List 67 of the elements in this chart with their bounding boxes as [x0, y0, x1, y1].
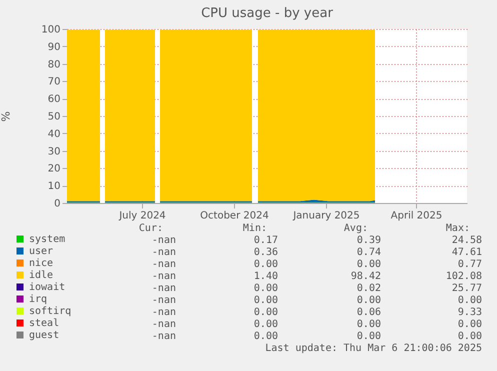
text: -nan	[152, 247, 176, 258]
x-tick-label: July 2024	[118, 210, 166, 222]
y-tick-label: 10	[48, 181, 60, 192]
text: 0.39	[356, 235, 381, 246]
legend-label: idle	[29, 270, 54, 281]
text: -nan	[152, 331, 176, 342]
text: -nan	[152, 295, 176, 306]
legend-label: nice	[29, 258, 54, 269]
legend-label: guest	[29, 330, 60, 341]
text: 47.61	[452, 247, 482, 258]
text: 0.00	[254, 259, 278, 270]
text: 0.00	[356, 259, 381, 270]
text: 0.74	[356, 247, 381, 258]
text: 0.00	[254, 331, 278, 342]
text: 24.58	[452, 235, 482, 246]
text: 9.33	[458, 307, 482, 318]
text: 0.00	[254, 283, 278, 294]
text: 0.77	[458, 259, 482, 270]
legend-label: irq	[29, 294, 48, 305]
legend-label: iowait	[29, 282, 66, 293]
text: 0.00	[356, 295, 381, 306]
y-tick-label: 100	[41, 24, 60, 36]
legend-label: softirq	[29, 306, 72, 317]
text: 0.00	[458, 295, 482, 306]
text: 0.00	[356, 331, 381, 342]
text: 25.77	[452, 283, 482, 294]
y-tick-label: 40	[48, 128, 60, 140]
text: 0.00	[458, 331, 482, 342]
text: 0.36	[254, 247, 278, 258]
y-tick-label: 90	[48, 42, 60, 53]
text: 102.08	[446, 271, 482, 282]
text: 0.06	[356, 307, 381, 318]
text: Min:	[242, 223, 267, 234]
text: 0.00	[254, 307, 278, 318]
x-tick-label: October 2024	[200, 210, 269, 222]
text: Avg:	[344, 223, 368, 234]
x-tick-label: January 2025	[292, 210, 360, 222]
legend-label: steal	[29, 318, 60, 329]
text: 98.42	[350, 271, 381, 282]
text: Last update: Thu Mar 6 21:00:06 2025	[265, 343, 482, 354]
text: -nan	[152, 307, 176, 318]
text: 0.00	[254, 295, 278, 306]
legend-label: system	[29, 234, 66, 245]
text: Max:	[446, 223, 470, 234]
y-tick-label: 20	[48, 164, 60, 175]
text: 0.00	[356, 319, 381, 330]
text: -nan	[152, 283, 176, 294]
y-tick-label: 30	[48, 146, 60, 158]
x-tick-label: April 2025	[390, 210, 442, 222]
text: -nan	[152, 271, 176, 282]
chart-title: CPU usage - by year	[201, 6, 334, 21]
text: -nan	[152, 259, 176, 270]
legend-label: user	[29, 246, 54, 257]
y-tick-label: 0	[54, 198, 60, 210]
text: -nan	[152, 319, 176, 330]
y-axis-title: %	[0, 111, 12, 122]
text: -nan	[152, 235, 176, 246]
text: 0.17	[254, 235, 278, 246]
text: Cur:	[138, 223, 163, 234]
text: 0.02	[356, 283, 381, 294]
text: 0.00	[458, 319, 482, 330]
text: 0.00	[254, 319, 278, 330]
y-tick-label: 70	[48, 76, 60, 88]
y-tick-label: 80	[48, 59, 60, 70]
y-tick-label: 50	[48, 112, 60, 122]
text: 1.40	[254, 271, 278, 282]
y-tick-label: 60	[48, 94, 60, 106]
